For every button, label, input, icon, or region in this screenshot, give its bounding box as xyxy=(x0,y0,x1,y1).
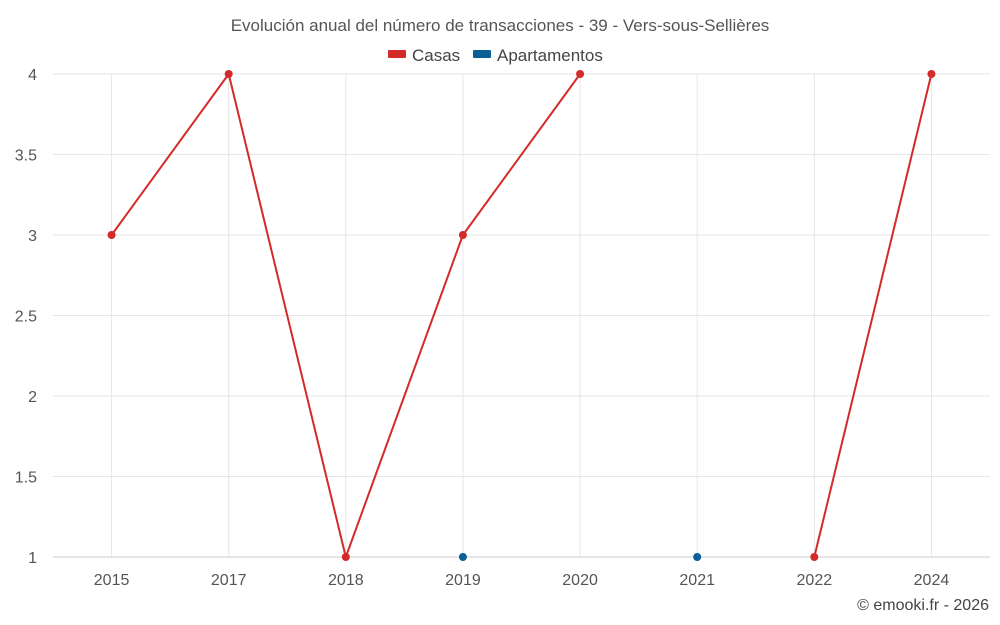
y-tick-label: 1.5 xyxy=(15,470,37,487)
y-tick-label: 4 xyxy=(28,67,37,84)
credit-text: © emooki.fr - 2026 xyxy=(857,597,989,614)
legend: Casas Apartamentos xyxy=(388,46,603,65)
chart-title: Evolución anual del número de transaccio… xyxy=(231,16,770,35)
legend-label-apartamentos: Apartamentos xyxy=(497,46,603,65)
point-casas[interactable] xyxy=(576,70,585,78)
point-apartamentos[interactable] xyxy=(693,553,702,561)
legend-item-apartamentos[interactable]: Apartamentos xyxy=(473,46,603,65)
point-casas[interactable] xyxy=(107,231,116,239)
y-tick-label: 3.5 xyxy=(15,148,37,165)
x-tick-label: 2021 xyxy=(679,572,715,589)
x-tick-label: 2017 xyxy=(211,572,247,589)
x-tick-label: 2018 xyxy=(328,572,364,589)
point-casas[interactable] xyxy=(927,70,936,78)
y-axis-ticks: 1 1.5 2 2.5 3 3.5 4 xyxy=(15,67,37,567)
point-apartamentos[interactable] xyxy=(458,553,467,561)
y-tick-label: 2.5 xyxy=(15,309,37,326)
x-tick-label: 2019 xyxy=(445,572,481,589)
point-casas[interactable] xyxy=(810,553,819,561)
x-axis-ticks: 2015 2017 2018 2019 2020 2021 2022 2024 xyxy=(94,572,950,589)
series xyxy=(107,70,936,561)
point-casas[interactable] xyxy=(458,231,467,239)
x-tick-label: 2022 xyxy=(797,572,833,589)
x-tick-label: 2024 xyxy=(914,572,950,589)
legend-swatch-apartamentos xyxy=(473,50,491,58)
legend-label-casas: Casas xyxy=(412,46,460,65)
point-casas[interactable] xyxy=(224,70,233,78)
legend-item-casas[interactable]: Casas xyxy=(388,46,460,65)
y-tick-label: 1 xyxy=(28,550,37,567)
y-tick-label: 3 xyxy=(28,228,37,245)
x-tick-label: 2015 xyxy=(94,572,130,589)
point-casas[interactable] xyxy=(341,553,350,561)
legend-swatch-casas xyxy=(388,50,406,58)
y-tick-label: 2 xyxy=(28,389,37,406)
x-tick-label: 2020 xyxy=(562,572,598,589)
grid xyxy=(53,73,990,558)
